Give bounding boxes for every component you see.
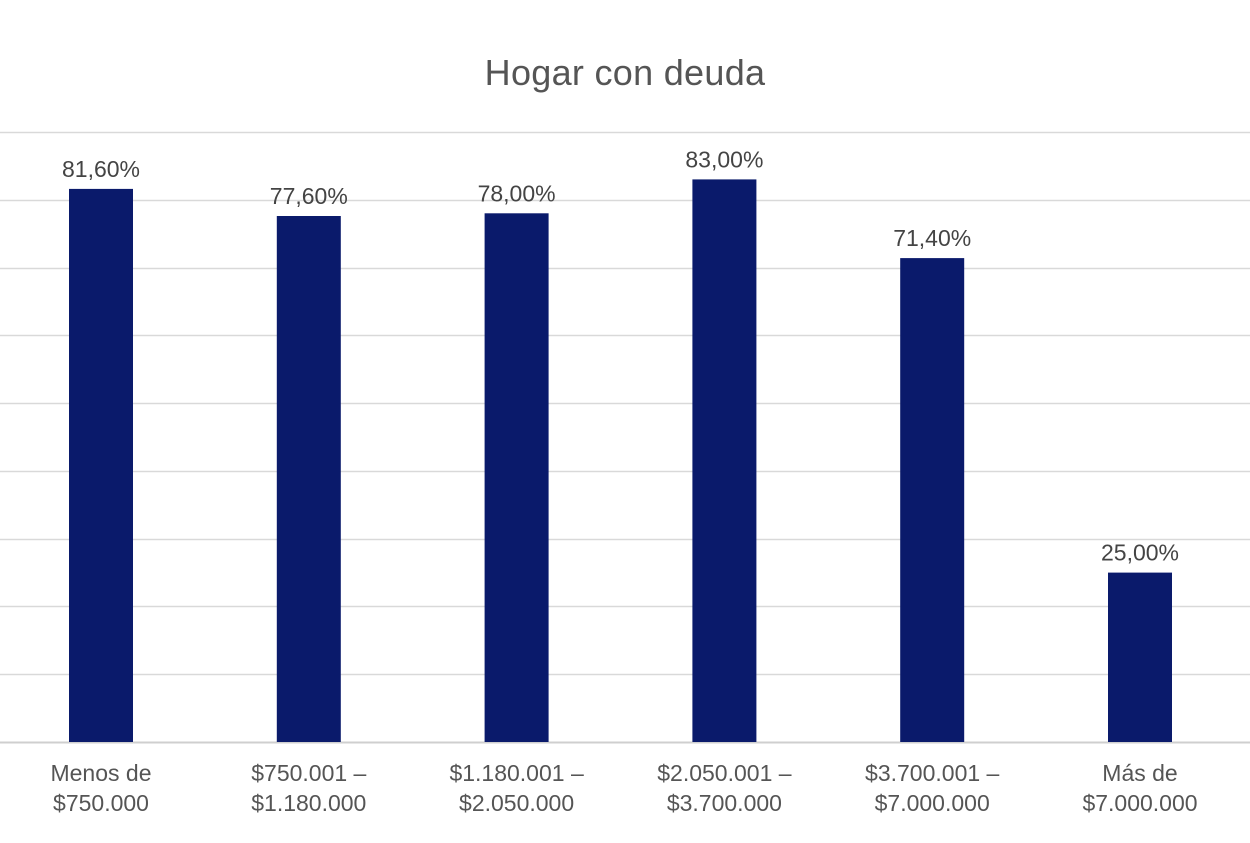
data-label: 71,40% <box>893 225 971 251</box>
category-label: $3.700.000 <box>667 790 782 816</box>
bar <box>484 213 549 743</box>
category-label: $2.050.000 <box>459 790 574 816</box>
category-label: $750.000 <box>53 790 149 816</box>
category-label: $7.000.000 <box>1082 790 1197 816</box>
category-label: $1.180.001 – <box>449 760 584 786</box>
category-label: $750.001 – <box>251 760 366 786</box>
data-labels: 81,60% 77,60% 78,00% 83,00% 71,40% 25,00% <box>62 146 1179 565</box>
category-label: $2.050.001 – <box>657 760 792 786</box>
data-label: 81,60% <box>62 156 140 182</box>
bar <box>1108 572 1172 742</box>
data-label: 83,00% <box>685 146 763 172</box>
bar <box>692 179 757 742</box>
bar <box>69 188 133 742</box>
bar <box>276 216 341 742</box>
category-label: Más de <box>1102 760 1177 786</box>
data-label: 25,00% <box>1101 540 1179 566</box>
gridlines <box>0 131 1250 744</box>
bars <box>69 179 1172 743</box>
category-label: Menos de <box>50 760 151 786</box>
category-label: $7.000.000 <box>875 790 990 816</box>
category-label: $1.180.000 <box>251 790 366 816</box>
x-axis: Menos de $750.000 $750.001 – $1.180.000 $1.1… <box>50 760 1197 816</box>
data-label: 78,00% <box>478 180 556 206</box>
category-label: $3.700.001 – <box>865 760 1000 786</box>
data-label: 77,60% <box>270 183 348 209</box>
bar <box>900 258 965 742</box>
chart-title: Hogar con deuda <box>484 52 766 93</box>
